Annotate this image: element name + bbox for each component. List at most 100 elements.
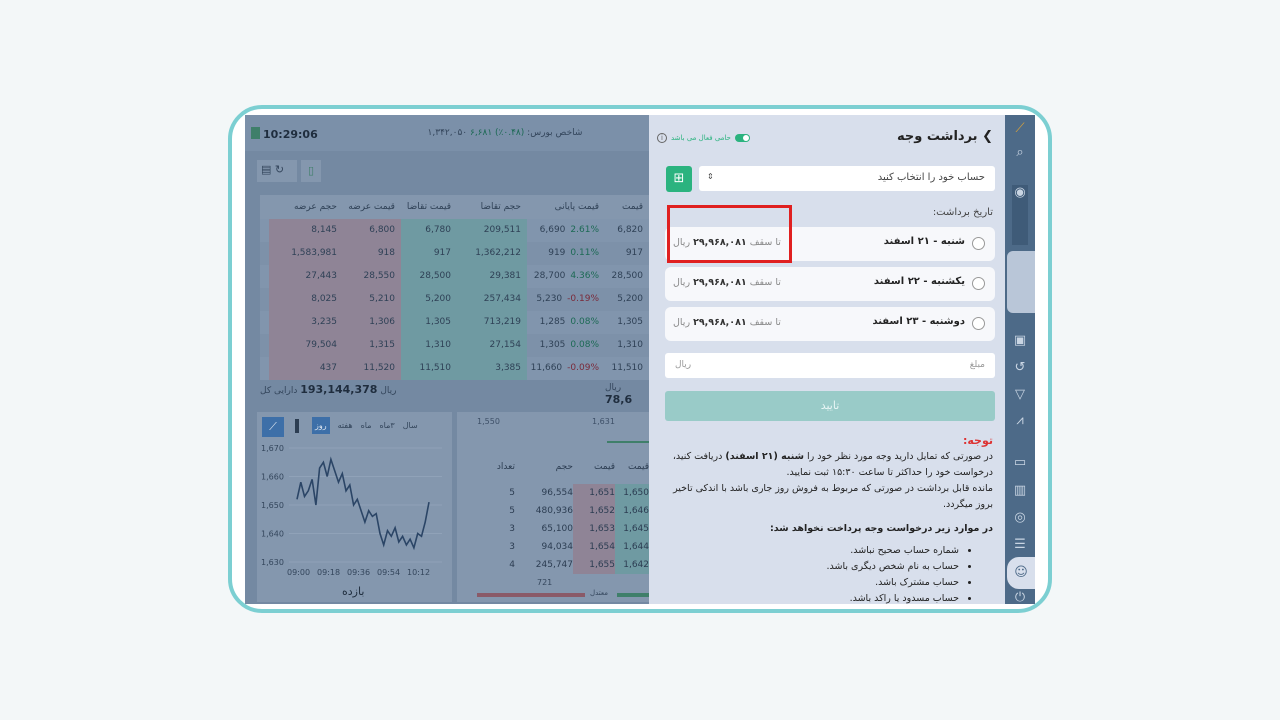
radio-button[interactable]	[972, 237, 985, 250]
message-icon[interactable]: ▭	[1013, 455, 1027, 470]
account-select[interactable]: حساب خود را انتخاب کنید ⇕	[699, 166, 995, 191]
y-tick: 1,650	[261, 501, 284, 510]
filter-icon[interactable]: ▽	[1015, 387, 1025, 402]
add-account-button[interactable]: ⊞	[666, 166, 692, 192]
book-cell: 1,652	[573, 502, 615, 520]
close-value: 1,285	[539, 317, 566, 327]
market-index: شاخص بورس: (۰.۴۸٪) ۶,۶۸۱ ۱,۳۴۲,۰۵۰	[395, 128, 615, 138]
cell-bid-vol: 713,219	[457, 311, 527, 334]
book-rows: 1,650 1,651 96,554 5 1,646 1,652 480,936 5 1,645…	[467, 484, 649, 574]
y-tick: 1,630	[261, 558, 284, 567]
bar-chart-icon[interactable]: ▥	[1013, 483, 1027, 498]
cell-price: 6,820	[617, 225, 643, 235]
period-tab[interactable]: ۳ماه	[379, 421, 395, 430]
col-ask-vol: حجم عرضه	[293, 202, 337, 212]
confirm-button[interactable]: تایید	[665, 391, 995, 421]
period-tab[interactable]: هفته	[337, 421, 353, 430]
total-unit: ریال	[380, 386, 397, 396]
range-slider[interactable]	[607, 441, 649, 443]
book-cell: 4	[509, 560, 515, 570]
book-cell: 1,650	[615, 484, 649, 502]
book-row[interactable]: 1,642 1,655 245,747 4	[467, 556, 649, 574]
book-row[interactable]: 1,650 1,651 96,554 5	[467, 484, 649, 502]
x-tick: 09:36	[347, 568, 370, 577]
back-chevron-icon[interactable]: ❯	[982, 129, 993, 144]
close-value: 5,230	[536, 294, 563, 304]
right-sidebar: ⟋ ⌕ ◉ ▣ ↺ ▽ ⩘ ▭ ▥ ◎ ☰ ☺ ⏻	[1005, 115, 1035, 604]
radio-button[interactable]	[972, 317, 985, 330]
book-cell: 1,653	[573, 520, 615, 538]
search-icon[interactable]: ⌕	[1016, 145, 1024, 160]
book-col: قیمت	[593, 462, 615, 472]
cell-price: 1,310	[617, 340, 643, 350]
status-text: حامی فعال می باشد	[671, 134, 731, 142]
table-row[interactable]: 1,305 1,285 0.08% 713,219 1,305 1,306 3,235	[260, 311, 649, 334]
book-cell: 5	[509, 506, 515, 516]
price-line	[296, 456, 430, 551]
candle-icon[interactable]	[295, 419, 299, 433]
option-limit: تا سقف ۲۹,۹۶۸,۰۸۱ ریال	[673, 277, 781, 288]
period-tab[interactable]: روز	[312, 417, 330, 434]
table-row[interactable]: 6,820 6,690 2.61% 209,511 6,780 6,800 8,145	[260, 219, 649, 242]
book-cell: 1,646	[615, 502, 649, 520]
export-icon[interactable]: ▯	[301, 160, 321, 182]
book-row[interactable]: 1,644 1,654 94,034 3	[467, 538, 649, 556]
chart-icon[interactable]: ⩘	[1016, 413, 1024, 428]
book-cell: 1,645	[615, 520, 649, 538]
withdraw-date-option[interactable]: دوشنبه - ۲۳ اسفند تا سقف ۲۹,۹۶۸,۰۸۱ ریال	[665, 307, 995, 341]
table-row[interactable]: 1,310 1,305 0.08% 27,154 1,310 1,315 79,504	[260, 334, 649, 357]
tab-portfolio-icon[interactable]	[1007, 251, 1035, 313]
info-icon[interactable]: i	[657, 133, 667, 143]
logo-icon: ⟋	[1015, 121, 1025, 136]
amount-unit: ریال	[675, 360, 692, 370]
tab-watch-icon[interactable]: ◉	[1012, 185, 1028, 245]
table-row[interactable]: 11,510 11,660 -0.09% 3,385 11,510 11,520 437	[260, 357, 649, 380]
book-row[interactable]: 1,645 1,653 65,100 3	[467, 520, 649, 538]
rule-item: شماره حساب صحیح نباشد.	[661, 543, 959, 559]
y-tick: 1,660	[261, 473, 284, 482]
columns-icon[interactable]: ▤	[261, 163, 272, 176]
y-tick: 1,670	[261, 444, 284, 453]
user-icon[interactable]: ☺	[1007, 557, 1035, 589]
status-toggle[interactable]	[734, 134, 750, 142]
support-icon[interactable]: ◎	[1014, 510, 1026, 525]
amount-input[interactable]: مبلغ ریال	[665, 353, 995, 378]
radio-button[interactable]	[972, 277, 985, 290]
line-chart-icon[interactable]: ⟋	[262, 417, 284, 437]
refresh-icon[interactable]: ↻	[274, 163, 285, 176]
x-tick: 09:18	[317, 568, 340, 577]
table-row[interactable]: 28,500 28,700 4.36% 29,381 28,500 28,550 27,44…	[260, 265, 649, 288]
cell-bid-vol: 27,154	[457, 334, 527, 357]
table-row[interactable]: 917 919 0.11% 1,362,212 917 918 1,583,981	[260, 242, 649, 265]
note-1c: دریافت کنید، درخواست خود را حداکثر تا سا…	[672, 451, 993, 478]
cell-close: 28,700 4.36%	[527, 265, 605, 288]
book-cell: 1,654	[573, 538, 615, 556]
withdraw-date-option[interactable]: یکشنبه - ۲۲ اسفند تا سقف ۲۹,۹۶۸,۰۸۱ ریال	[665, 267, 995, 301]
table-row[interactable]: 5,200 5,230 -0.19% 257,434 5,200 5,210 8,025	[260, 288, 649, 311]
cell-close: 5,230 -0.19%	[527, 288, 605, 311]
cell-close: 6,690 2.61%	[527, 219, 605, 242]
book-row[interactable]: 1,646 1,652 480,936 5	[467, 502, 649, 520]
price-chart: ⟋ روز هفته ماه ۳ماه سال 1,670 1,660 1,650 1,640…	[257, 412, 452, 602]
history-icon[interactable]: ↺	[1014, 360, 1026, 375]
trading-dashboard-dimmed[interactable]: 10:29:06 شاخص بورس: (۰.۴۸٪) ۶,۶۸۱ ۱,۳۴۲,…	[245, 115, 649, 604]
index-value: ۱,۳۴۲,۰۵۰	[427, 128, 468, 138]
withdraw-date-option[interactable]: شنبه - ۲۱ اسفند تا سقف ۲۹,۹۶۸,۰۸۱ ریال	[665, 227, 995, 261]
book-total: 721	[537, 578, 553, 587]
cell-ask-vol: 437	[269, 357, 343, 380]
grid-icon[interactable]: ☰	[1014, 537, 1026, 552]
cell-price: 11,510	[611, 363, 644, 373]
sort-arrows-icon: ⇕	[707, 172, 714, 181]
close-value: 919	[548, 248, 566, 258]
top-bar: 10:29:06 شاخص بورس: (۰.۴۸٪) ۶,۶۸۱ ۱,۳۴۲,…	[245, 115, 649, 151]
power-icon[interactable]: ⏻	[1014, 590, 1026, 604]
book-cell: 94,034	[541, 542, 574, 552]
change-percent: 0.11%	[570, 248, 599, 258]
period-tab[interactable]: ماه	[360, 421, 372, 430]
highlight-box	[667, 205, 792, 263]
change-percent: -0.09%	[567, 363, 599, 373]
period-tab[interactable]: سال	[402, 421, 418, 430]
close-value: 6,690	[539, 225, 566, 235]
other-unit: ریال	[605, 383, 622, 393]
calendar-icon[interactable]: ▣	[1013, 333, 1027, 348]
